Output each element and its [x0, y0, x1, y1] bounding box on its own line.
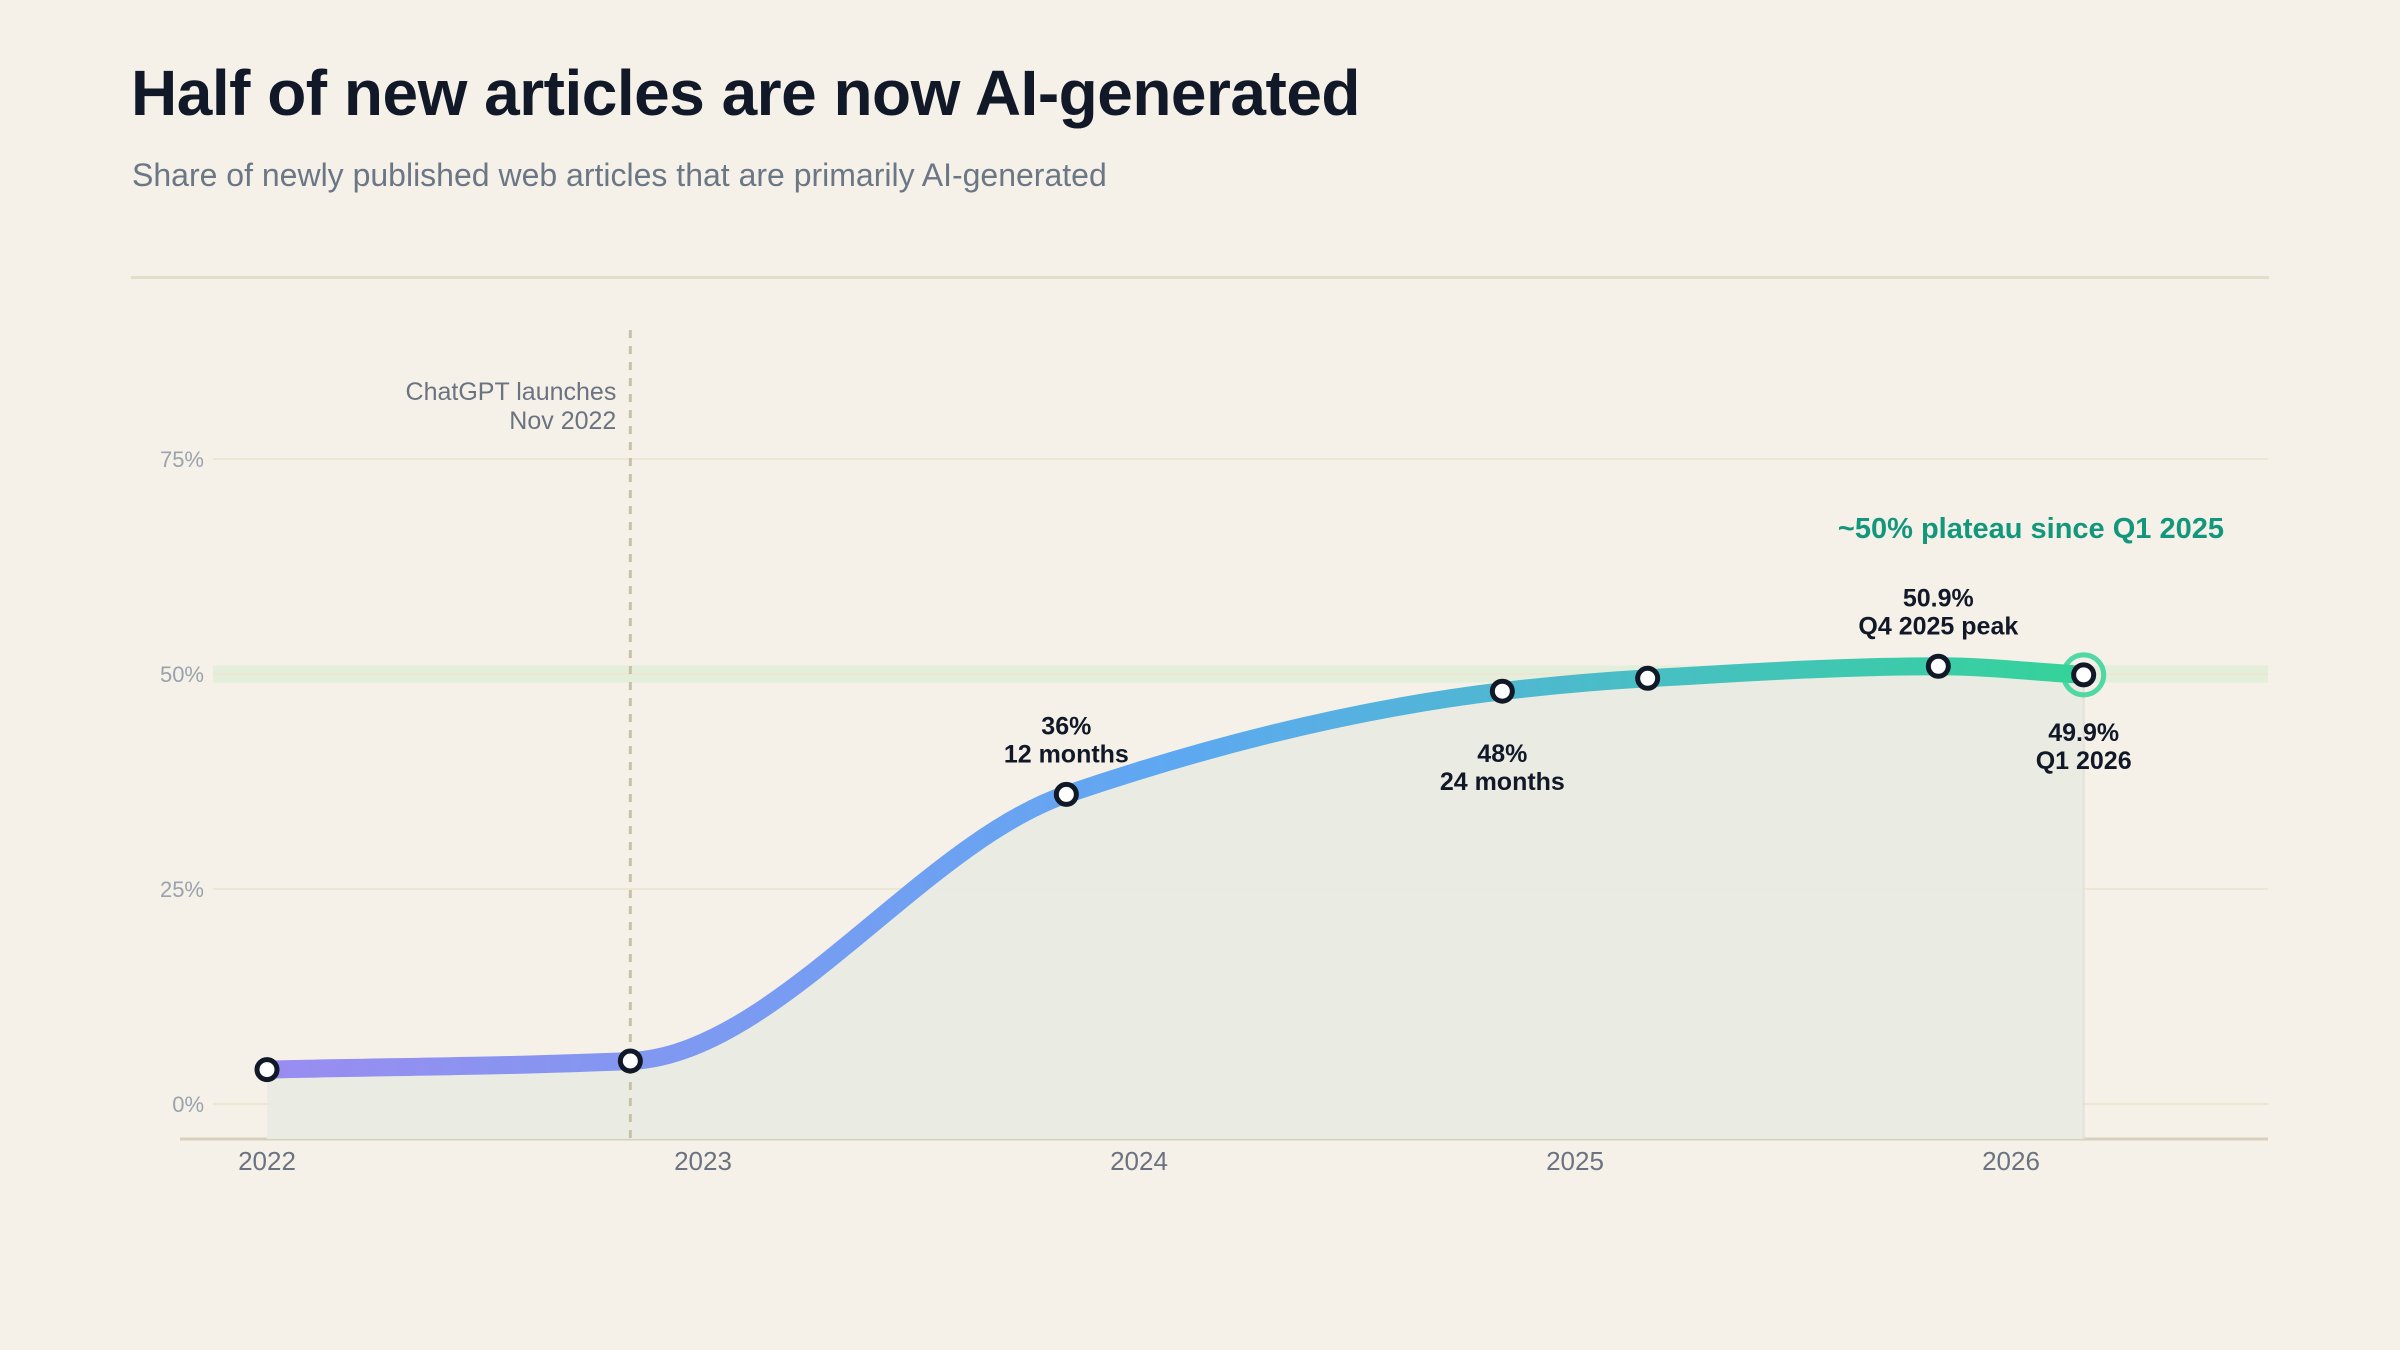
data-label-text: Q4 2025 peak — [1858, 612, 2018, 640]
y-tick-label: 75% — [160, 447, 204, 472]
labels-layer: 36%12 months 48%24 months 50.9%Q4 2025 pea… — [1004, 513, 2224, 796]
data-point — [1925, 653, 1951, 679]
data-point — [1489, 678, 1515, 704]
x-tick-label: 2022 — [238, 1146, 296, 1176]
latest-point-ring — [2061, 652, 2107, 698]
data-point — [1635, 665, 1661, 691]
area-fill — [267, 666, 2084, 1139]
data-label-value: 49.9% — [2048, 719, 2119, 747]
data-point — [1053, 781, 1079, 807]
data-point — [617, 1048, 643, 1074]
data-label-value: 48% — [1477, 740, 1527, 768]
data-point — [254, 1057, 280, 1083]
data-label-value: 36% — [1041, 712, 1091, 740]
plateau-annotation: ~50% plateau since Q1 2025 — [1838, 513, 2224, 545]
data-point — [2071, 662, 2097, 688]
points-layer — [254, 652, 2107, 1083]
page-title: Half of new articles are now AI-generate… — [131, 57, 1361, 129]
x-tick-label: 2024 — [1110, 1146, 1168, 1176]
y-tick-label: 25% — [160, 877, 204, 902]
event-label-line1: ChatGPT launches — [406, 378, 617, 406]
page-subtitle: Share of newly published web articles th… — [132, 157, 1107, 193]
data-label-text: 24 months — [1440, 768, 1565, 796]
divider — [131, 276, 2269, 279]
x-tick-label: 2025 — [1546, 1146, 1604, 1176]
x-tick-label: 2026 — [1982, 1146, 2040, 1176]
x-tick-label: 2023 — [674, 1146, 732, 1176]
data-label-text: 12 months — [1004, 740, 1129, 768]
data-label-text: Q1 2026 — [2036, 747, 2132, 775]
area-layer — [267, 666, 2085, 1139]
data-label-value: 50.9% — [1903, 584, 1974, 612]
event-label-line2: Nov 2022 — [509, 407, 616, 435]
y-tick-label: 50% — [160, 662, 204, 687]
y-tick-label: 0% — [172, 1092, 204, 1117]
